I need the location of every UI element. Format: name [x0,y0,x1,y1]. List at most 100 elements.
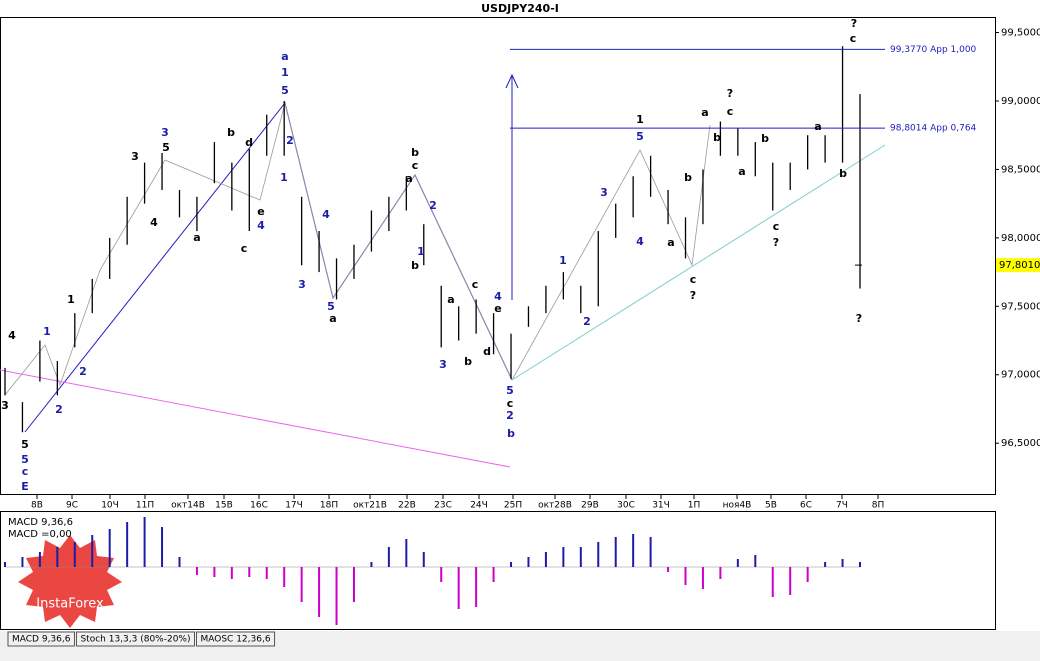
wave-label: 2 [506,409,514,422]
macd-value-label: MACD =0,00 [8,529,72,540]
wave-label: ? [773,236,779,249]
wave-label: 1 [280,171,288,184]
x-tick-label: 9С [66,501,78,511]
wave-label: ? [856,312,862,325]
trend-line [0,369,511,468]
wave-label: 5 [21,453,29,466]
wave-label: 4 [636,235,644,248]
wave-label: a [405,172,412,185]
y-tick-label: 97,0000 [1001,370,1040,381]
wave-label: 1 [67,293,75,306]
x-tick-label: 24Ч [470,501,488,511]
wave-label: a [738,165,745,178]
y-tick-label: 97,5000 [1001,301,1040,312]
wave-label: c [850,32,857,45]
wave-label: b [507,427,515,440]
indicator-tab[interactable]: MAOSC 12,36,6 [201,635,271,645]
x-tick-label: 29В [581,501,599,511]
wave-label: 4 [322,208,330,221]
x-tick-label: 1П [688,501,701,511]
macd-panel [0,511,996,630]
x-tick-label: 23С [434,501,452,511]
wave-label: b [227,126,235,139]
tab-frame[interactable] [7,631,75,647]
price-panel [0,17,996,495]
wave-label: a [193,231,200,244]
wave-label: 5 [162,141,170,154]
current-price-box [996,258,1040,273]
x-tick-label: 17Ч [285,501,303,511]
macd-label: MACD 9,36,6 [8,517,73,528]
indicator-tab[interactable]: Stoch 13,3,3 (80%-20%) [80,635,190,645]
wave-label: 2 [429,199,437,212]
wave-label: b [839,167,847,180]
x-tick-label: 22В [398,501,416,511]
current-price-label: 97,8010 [999,260,1040,271]
y-tick-label: 98,0000 [1001,233,1040,244]
wave-label: 5 [281,84,289,97]
level-label: 98,8014 App 0,764 [890,124,977,134]
wave-label: 2 [583,315,591,328]
x-tick-label: 11П [136,501,154,511]
wave-label: c [241,242,248,255]
wave-label: a [447,293,454,306]
x-tick-label: ноя4В [723,501,752,511]
wave-label: ? [851,17,857,30]
x-tick-label: 6С [800,501,812,511]
y-tick-label: 96,5000 [1001,438,1040,449]
wave-label: a [814,120,821,133]
x-tick-label: 5В [765,501,777,511]
x-tick-label: 31Ч [652,501,670,511]
wave-label: 2 [79,365,87,378]
wave-label: b [761,132,769,145]
tab-frame[interactable] [75,631,195,647]
indicator-tab[interactable]: MACD 9,36,6 [12,635,71,645]
wave-label: c [412,159,419,172]
wave-label: 3 [439,358,447,371]
wave-label: b [411,259,419,272]
tab-frame[interactable] [196,631,276,647]
x-tick-label: окт14В [171,501,205,511]
wave-label: d [245,136,253,149]
wave-label: 4 [494,290,502,303]
x-tick-label: 25П [504,501,522,511]
level-label: 99,3770 App 1,000 [890,45,977,55]
x-tick-label: 7Ч [836,501,848,511]
y-tick-label: 99,0000 [1001,96,1040,107]
wave-label: e [257,205,264,218]
wave-label: c [472,278,479,291]
wave-label: 3 [1,399,9,412]
wave-label: a [667,236,674,249]
wave-label: 5 [21,438,29,451]
x-tick-label: 15В [215,501,233,511]
x-tick-label: 8В [31,501,43,511]
x-tick-label: окт28В [538,501,572,511]
wave-label: c [727,105,734,118]
wave-label: b [464,355,472,368]
logo-badge [18,535,122,628]
wave-label: a [701,106,708,119]
chart-title: USDJPY240-I [481,2,559,15]
x-tick-label: 18П [320,501,338,511]
wave-label: 1 [559,254,567,267]
wave-label: e [494,302,501,315]
wave-label: d [483,345,491,358]
wave-label: 3 [600,186,608,199]
trend-line [511,144,886,381]
wave-label: 4 [150,216,158,229]
wave-label: 1 [281,66,289,79]
wave-label: 4 [8,329,16,342]
wave-label: c [507,397,514,410]
x-tick-label: окт21В [353,501,387,511]
wave-label: 5 [506,384,514,397]
wave-label: c [22,465,29,478]
x-tick-label: 10Ч [101,501,119,511]
wave-label: E [21,480,29,493]
wave-label: ? [727,87,733,100]
wave-label: 3 [161,126,169,139]
y-tick-label: 99,5000 [1001,28,1040,39]
wave-label: b [713,131,721,144]
wave-label: 2 [55,403,63,416]
